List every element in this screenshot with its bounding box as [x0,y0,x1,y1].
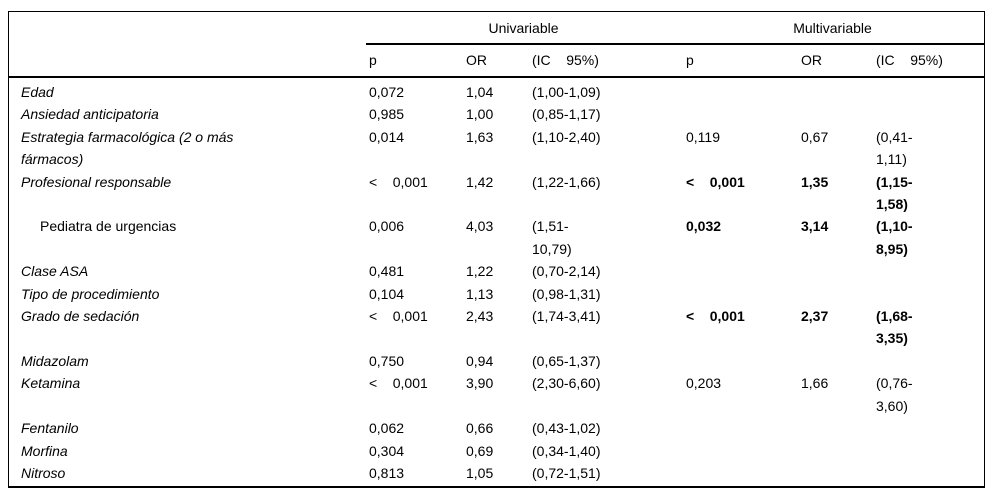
multivariable-or-value: 2,37 [801,308,829,325]
univariable-ci-value: (1,10-2,40) [532,128,601,145]
table-row: Grado de sedación < 0,001 2,43 (1,74-3,41) <… [9,305,984,350]
univariable-p-value: 0,006 [369,218,405,235]
group-header-univariable: Univariable [366,12,681,45]
table-row: Pediatra de urgencias 0,006 4,03 (1,51- 10,… [9,215,984,260]
column-header-multivariable-ci: (IC 95%) [876,52,943,69]
univariable-or-value: 1,22 [466,263,494,280]
column-header-row: p OR (IC 95%) p OR (IC 95%) [9,45,984,78]
group-header-row: Univariable Multivariable [9,12,984,45]
univariable-or-value: 0,69 [466,442,494,459]
univariable-p-value: 0,104 [369,285,405,302]
table-row: Clase ASA 0,481 1,22 (0,70-2,14) [9,260,984,282]
univariable-p-value: < 0,001 [369,308,428,325]
multivariable-ci-value: (0,76- 3,60) [876,375,913,414]
table-row: Profesional responsable < 0,001 1,42 (1,22-… [9,171,984,216]
univariable-p-value: 0,014 [369,128,405,145]
table-row: Estrategia farmacológica (2 o más fármac… [9,126,984,171]
univariable-ci-value: (1,51- 10,79) [532,218,572,257]
multivariable-ci-value: (1,15- 1,58) [876,173,913,213]
univariable-ci-value: (1,22-1,66) [532,173,601,190]
row-label: Ansiedad anticipatoria [21,106,159,123]
univariable-p-value: < 0,001 [369,375,428,392]
column-header-univariable-p: p [369,52,377,69]
table-row: Morfina 0,304 0,69 (0,34-1,40) [9,440,984,462]
univariable-p-value: 0,481 [369,263,405,280]
multivariable-p-value: 0,032 [686,218,722,235]
group-header-spacer [9,12,366,45]
column-header-multivariable-or: OR [801,52,822,69]
regression-results-table: Univariable Multivariable p OR (IC 95%) … [8,11,985,489]
row-label: Grado de sedación [21,308,140,325]
multivariable-p-value: 0,119 [686,128,720,145]
multivariable-p-value: < 0,001 [686,173,745,190]
univariable-or-value: 1,63 [466,128,494,145]
univariable-ci-value: (0,85-1,17) [532,106,601,123]
univariable-or-value: 1,04 [466,84,494,100]
row-label: Midazolam [21,352,89,369]
multivariable-ci-value: (0,41- 1,11) [876,128,913,168]
column-header-univariable-or: OR [466,52,487,69]
row-label: Morfina [21,442,68,459]
univariable-or-value: 1,05 [466,464,494,481]
univariable-ci-value: (1,74-3,41) [532,308,601,325]
row-label: Edad [21,84,54,100]
row-label: Tipo de procedimiento [21,285,160,302]
univariable-p-value: 0,750 [369,352,405,369]
univariable-or-value: 0,94 [466,352,494,369]
row-label: Clase ASA [21,263,89,280]
row-label: Profesional responsable [21,173,172,190]
univariable-ci-value: (1,00-1,09) [532,84,601,100]
univariable-or-value: 4,03 [466,218,494,235]
univariable-or-value: 0,66 [466,420,494,437]
univariable-p-value: 0,062 [369,420,405,437]
univariable-ci-value: (0,72-1,51) [532,464,601,481]
row-label: Pediatra de urgencias [40,218,177,235]
univariable-ci-value: (2,30-6,60) [532,375,601,392]
table-row: Ketamina < 0,001 3,90 (2,30-6,60) 0,203 1,66 (… [9,372,984,417]
multivariable-p-value: 0,203 [686,375,722,392]
multivariable-or-value: 3,14 [801,218,829,235]
row-label: Nitroso [21,464,66,481]
univariable-or-value: 3,90 [466,375,494,392]
row-label: Fentanilo [21,420,79,437]
table-row: Midazolam 0,750 0,94 (0,65-1,37) [9,350,984,372]
univariable-or-value: 1,00 [466,106,494,123]
multivariable-p-value: < 0,001 [686,308,745,325]
column-header-univariable-ci: (IC 95%) [532,52,599,69]
univariable-or-value: 1,13 [466,285,494,302]
multivariable-or-value: 0,67 [801,128,829,145]
table-row: Edad 0,072 1,04 (1,00-1,09) [9,81,984,103]
univariable-ci-value: (0,34-1,40) [532,442,601,459]
table-row: Ansiedad anticipatoria 0,985 1,00 (0,85-1,1… [9,103,984,125]
univariable-or-value: 1,42 [466,173,494,190]
row-label: Estrategia farmacológica (2 o más fármac… [21,128,234,168]
univariable-p-value: 0,072 [369,84,405,100]
univariable-p-value: 0,985 [369,106,405,123]
multivariable-ci-value: (1,68- 3,35) [876,308,913,347]
multivariable-ci-value: (1,10- 8,95) [876,218,913,257]
univariable-p-value: < 0,001 [369,173,428,190]
column-header-multivariable-p: p [686,52,694,69]
row-label: Ketamina [21,375,81,392]
table-body: Edad 0,072 1,04 (1,00-1,09) Ansiedad anticip… [9,78,984,486]
univariable-ci-value: (0,70-2,14) [532,263,601,280]
univariable-p-value: 0,304 [369,442,405,459]
multivariable-or-value: 1,66 [801,375,829,392]
univariable-or-value: 2,43 [466,308,494,325]
table-row: Fentanilo 0,062 0,66 (0,43-1,02) [9,417,984,439]
univariable-ci-value: (0,65-1,37) [532,352,601,369]
table-row: Tipo de procedimiento 0,104 1,13 (0,98-1,31… [9,283,984,305]
univariable-p-value: 0,813 [369,464,405,481]
multivariable-or-value: 1,35 [801,173,829,190]
table-row: Nitroso 0,813 1,05 (0,72-1,51) [9,462,984,484]
univariable-ci-value: (0,43-1,02) [532,420,601,437]
group-header-multivariable: Multivariable [681,12,984,45]
univariable-ci-value: (0,98-1,31) [532,285,601,302]
